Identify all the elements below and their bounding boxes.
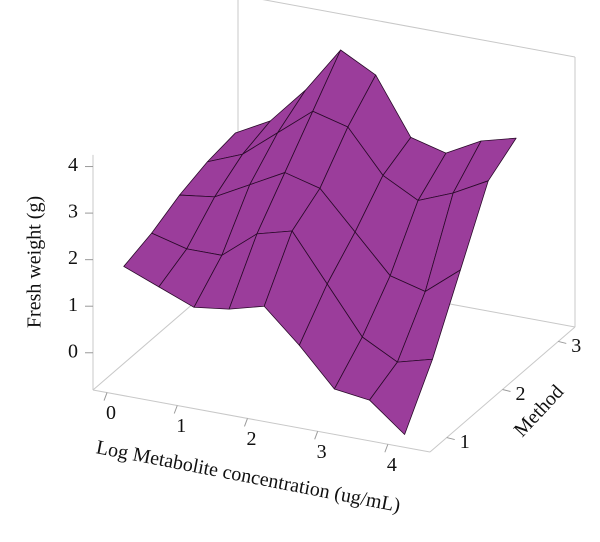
y-tick-label: 2 xyxy=(516,383,526,405)
z-tick-label: 3 xyxy=(68,201,78,223)
x-tick-label: 4 xyxy=(387,454,397,476)
x-tick xyxy=(384,444,389,453)
z-axis-label: Fresh weight (g) xyxy=(24,196,46,328)
y-tick-label: 3 xyxy=(571,335,581,357)
z-tick-label: 2 xyxy=(68,247,78,269)
box-edge xyxy=(92,389,431,453)
x-tick xyxy=(103,392,108,401)
x-tick xyxy=(314,431,319,440)
y-tick-label: 1 xyxy=(460,431,470,453)
z-tick-label: 4 xyxy=(68,154,78,176)
x-tick-label: 1 xyxy=(176,415,186,437)
z-tick-label: 0 xyxy=(68,340,78,362)
z-tick-label: 1 xyxy=(68,294,78,316)
y-tick xyxy=(446,437,455,441)
x-tick-label: 0 xyxy=(106,402,116,424)
y-tick xyxy=(558,340,567,344)
y-tick xyxy=(502,389,511,392)
x-tick-label: 3 xyxy=(317,441,327,463)
x-tick xyxy=(173,405,178,414)
x-tick-label: 2 xyxy=(246,428,256,450)
box-edge xyxy=(262,0,576,58)
surface-patch xyxy=(369,358,433,435)
x-tick xyxy=(243,418,248,427)
